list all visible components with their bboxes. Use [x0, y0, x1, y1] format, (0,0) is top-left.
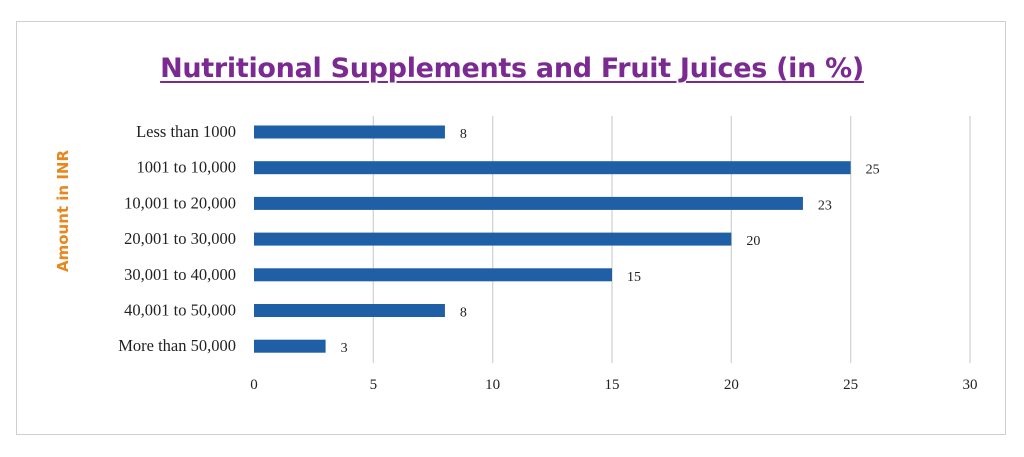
x-tick-label: 5 [370, 377, 378, 393]
bar [254, 161, 851, 175]
bar [254, 232, 732, 246]
data-label: 20 [746, 234, 760, 249]
x-tick-label: 10 [485, 377, 500, 393]
category-label: 1001 to 10,000 [137, 158, 236, 177]
x-tick-label: 15 [605, 377, 620, 393]
data-label: 23 [818, 198, 832, 213]
bar [254, 125, 445, 139]
x-tick-label: 20 [724, 377, 739, 393]
data-label: 15 [627, 270, 641, 285]
data-label: 25 [866, 163, 880, 178]
x-tick-label: 30 [963, 377, 978, 393]
category-label: More than 50,000 [118, 336, 236, 355]
data-label: 8 [460, 306, 467, 321]
category-label: Less than 1000 [136, 122, 236, 141]
x-tick-label: 25 [843, 377, 858, 393]
bar [254, 196, 803, 210]
x-tick-label: 0 [250, 377, 258, 393]
bar [254, 339, 326, 353]
category-label: 40,001 to 50,000 [124, 301, 236, 320]
chart-frame [16, 21, 1006, 435]
bar [254, 268, 612, 282]
data-label: 8 [460, 127, 467, 142]
data-label: 3 [341, 341, 348, 356]
category-label: 10,001 to 20,000 [124, 193, 236, 212]
chart-title: Nutritional Supplements and Fruit Juices… [160, 53, 864, 84]
category-label: 30,001 to 40,000 [124, 265, 236, 284]
bar [254, 304, 445, 317]
category-label: 20,001 to 30,000 [124, 229, 236, 248]
